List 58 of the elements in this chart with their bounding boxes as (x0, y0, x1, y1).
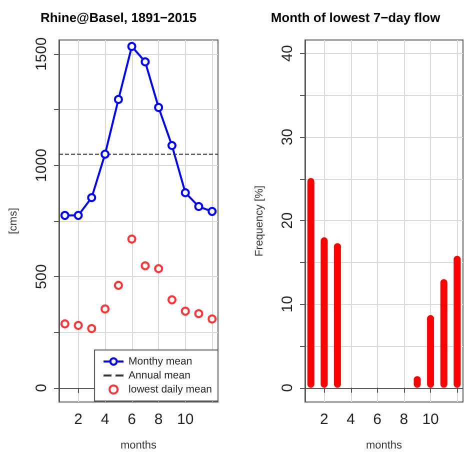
y-tick-label: 500 (33, 264, 50, 290)
point (74, 210, 83, 220)
point (114, 94, 123, 104)
point (127, 42, 136, 51)
chart-title: Month of lowest 7−day flow (270, 10, 442, 25)
y-tick-label: 0 (279, 384, 296, 392)
x-tick-label: 8 (400, 411, 408, 428)
point (74, 320, 83, 330)
legend-label: Monthy mean (128, 356, 192, 368)
point (194, 202, 204, 212)
y-axis-title: Frequency [%] (254, 186, 266, 256)
point (127, 234, 136, 244)
point (208, 206, 217, 216)
x-tick-label: 10 (177, 411, 194, 428)
point (180, 188, 190, 198)
x-tick-label: 10 (422, 411, 439, 428)
y-tick-label: 1000 (33, 148, 50, 182)
point (167, 295, 176, 304)
x-axis-title: months (366, 440, 403, 452)
point (180, 306, 190, 316)
x-tick-label: 6 (373, 411, 382, 428)
point (208, 314, 217, 324)
point (100, 304, 110, 314)
x-tick-label: 2 (320, 411, 328, 428)
point (140, 261, 150, 270)
x-axis-title: months (120, 440, 158, 452)
y-tick-label: 30 (279, 128, 296, 146)
chart-title: Rhine@Basel, 1891−2015 (40, 10, 197, 25)
y-tick-label: 20 (279, 212, 296, 229)
point (60, 319, 70, 328)
point (114, 280, 123, 290)
bar (307, 178, 314, 388)
point (140, 57, 150, 66)
point (167, 141, 176, 150)
point (194, 309, 204, 318)
legend-label: lowest daily mean (128, 384, 212, 396)
x-tick-label: 4 (100, 411, 110, 428)
point (60, 210, 70, 220)
point (154, 264, 164, 274)
bar (454, 256, 461, 388)
legend-label: Annual mean (128, 370, 191, 382)
bar (320, 237, 328, 388)
y-axis-title: [cms] (8, 208, 20, 234)
y-tick-label: 10 (279, 296, 296, 313)
bar (440, 279, 448, 388)
x-tick-label: 6 (128, 411, 136, 428)
point (154, 102, 164, 112)
bar (427, 315, 434, 388)
bar (334, 243, 341, 388)
y-tick-label: 40 (279, 45, 296, 62)
x-tick-label: 2 (74, 411, 82, 428)
point (100, 150, 110, 159)
y-tick-label: 0 (33, 384, 50, 392)
point (87, 324, 96, 334)
x-tick-label: 4 (346, 411, 355, 428)
y-tick-label: 1500 (33, 37, 50, 71)
point (87, 193, 96, 202)
x-tick-label: 8 (154, 411, 163, 428)
